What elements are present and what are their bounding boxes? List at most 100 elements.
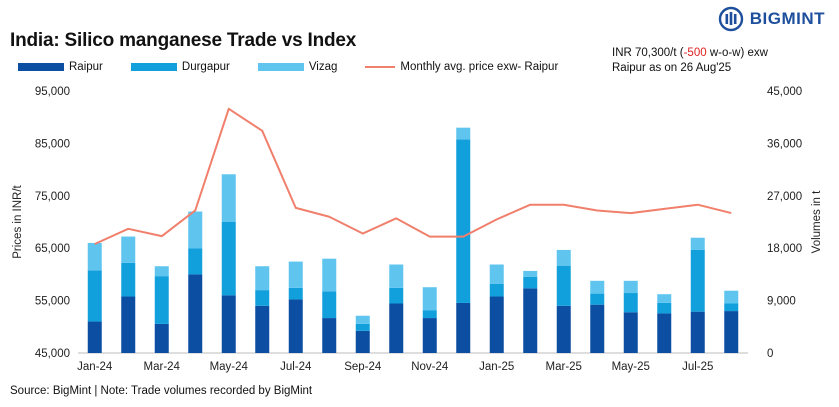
bar-durgapur [355, 323, 370, 331]
bar-durgapur [87, 270, 102, 322]
x-tick-label: Nov-24 [411, 361, 449, 373]
price-note-prefix: INR 70,300/t ( [612, 47, 684, 59]
bar-vizag [623, 280, 638, 294]
bar-vizag [489, 264, 504, 284]
price-note-line1: INR 70,300/t (-500 w-o-w) exw [612, 46, 768, 61]
x-tick-label: May-24 [210, 361, 249, 373]
bar-vizag [221, 174, 236, 222]
bar-vizag [322, 258, 337, 292]
legend-item-vizag: Vizag [257, 61, 338, 73]
bar-raipur [255, 305, 270, 353]
bar-durgapur [657, 302, 672, 314]
bar-durgapur [221, 222, 236, 296]
bar-durgapur [523, 276, 538, 289]
x-tick-label: Mar-25 [546, 361, 582, 373]
y-tick-label: 55,000 [35, 296, 70, 308]
bar-raipur [489, 296, 504, 353]
bar-durgapur [690, 249, 705, 312]
brand-name: BIGMINT [749, 9, 825, 28]
y-tick-label: 75,000 [35, 191, 70, 203]
x-tick-label: Jan-25 [479, 361, 514, 373]
y2-tick-label: 9,000 [767, 296, 796, 308]
legend-swatch-vizag [257, 63, 304, 71]
y2-axis-title: Volumes in t [811, 190, 823, 253]
y-tick-label: 65,000 [35, 243, 70, 255]
bar-vizag [523, 270, 538, 277]
price-note: INR 70,300/t (-500 w-o-w) exw Raipur as … [612, 46, 768, 76]
bar-vizag [288, 261, 303, 288]
bar-vizag [389, 264, 404, 288]
bar-vizag [121, 236, 136, 263]
bar-durgapur [422, 310, 437, 319]
bar-raipur [288, 299, 303, 353]
y-axis-title: Prices in INR/t [12, 184, 24, 258]
price-note-line2: Raipur as on 26 Aug'25 [612, 62, 732, 74]
bar-durgapur [121, 262, 136, 297]
bar-raipur [523, 288, 538, 353]
bar-vizag [657, 294, 672, 303]
legend-swatch-durgapur [130, 63, 177, 71]
bar-durgapur [188, 248, 203, 275]
y2-tick-label: 0 [767, 348, 773, 360]
bar-raipur [690, 311, 705, 353]
bar-durgapur [590, 293, 605, 305]
x-tick-label: Jan-24 [77, 361, 113, 373]
y-tick-label: 85,000 [35, 138, 70, 150]
bar-raipur [221, 295, 236, 353]
bar-raipur [657, 313, 672, 353]
bar-vizag [590, 280, 605, 294]
bar-raipur [623, 312, 638, 353]
bar-raipur [724, 311, 739, 353]
bar-durgapur [322, 291, 337, 319]
price-line [94, 107, 732, 245]
bar-durgapur [556, 265, 571, 306]
bar-vizag [255, 266, 270, 291]
y2-tick-label: 36,000 [767, 138, 802, 150]
bar-vizag [355, 315, 370, 324]
legend-item-durgapur: Durgapur [130, 61, 230, 73]
bar-durgapur [255, 290, 270, 306]
bar-vizag [188, 211, 203, 249]
bar-vizag [690, 237, 705, 250]
bar-vizag [724, 290, 739, 304]
bar-durgapur [724, 303, 739, 312]
bar-durgapur [154, 276, 169, 324]
bar-vizag [154, 266, 169, 277]
legend-swatch-raipur [18, 63, 64, 71]
bar-raipur [87, 321, 102, 353]
legend: Raipur Durgapur Vizag Monthly avg. price… [18, 61, 586, 73]
legend-label-price: Monthly avg. price exw- Raipur [400, 61, 559, 73]
bar-vizag [556, 249, 571, 266]
bar-raipur [322, 318, 337, 353]
bar-durgapur [389, 287, 404, 304]
bar-durgapur [456, 139, 471, 303]
y2-tick-label: 45,000 [767, 86, 802, 98]
bar-vizag [87, 242, 102, 271]
x-tick-label: Jul-25 [682, 361, 713, 373]
bar-durgapur [489, 283, 504, 297]
source-note: Source: BigMint | Note: Trade volumes re… [10, 385, 313, 397]
y2-tick-label: 27,000 [767, 191, 802, 203]
bar-raipur [590, 304, 605, 353]
bar-raipur [556, 305, 571, 353]
bar-durgapur [623, 293, 638, 313]
legend-label-vizag: Vizag [308, 61, 338, 73]
legend-item-price: Monthly avg. price exw- Raipur [365, 61, 558, 73]
bar-raipur [188, 274, 203, 353]
legend-label-raipur: Raipur [69, 61, 103, 73]
price-change-value: -500 [683, 47, 707, 59]
bar-raipur [355, 330, 370, 353]
bar-raipur [456, 302, 471, 353]
bar-vizag [422, 287, 437, 311]
bar-raipur [422, 318, 437, 353]
x-tick-label: Sep-24 [344, 361, 382, 373]
bar-vizag [456, 127, 471, 140]
y-tick-label: 45,000 [35, 348, 70, 360]
legend-item-raipur: Raipur [18, 61, 103, 73]
price-note-suffix: w-o-w) exw [706, 47, 768, 59]
legend-label-durgapur: Durgapur [181, 61, 230, 73]
x-tick-label: May-25 [612, 361, 650, 373]
y2-tick-label: 18,000 [767, 243, 802, 255]
legend-line-price [365, 66, 396, 68]
